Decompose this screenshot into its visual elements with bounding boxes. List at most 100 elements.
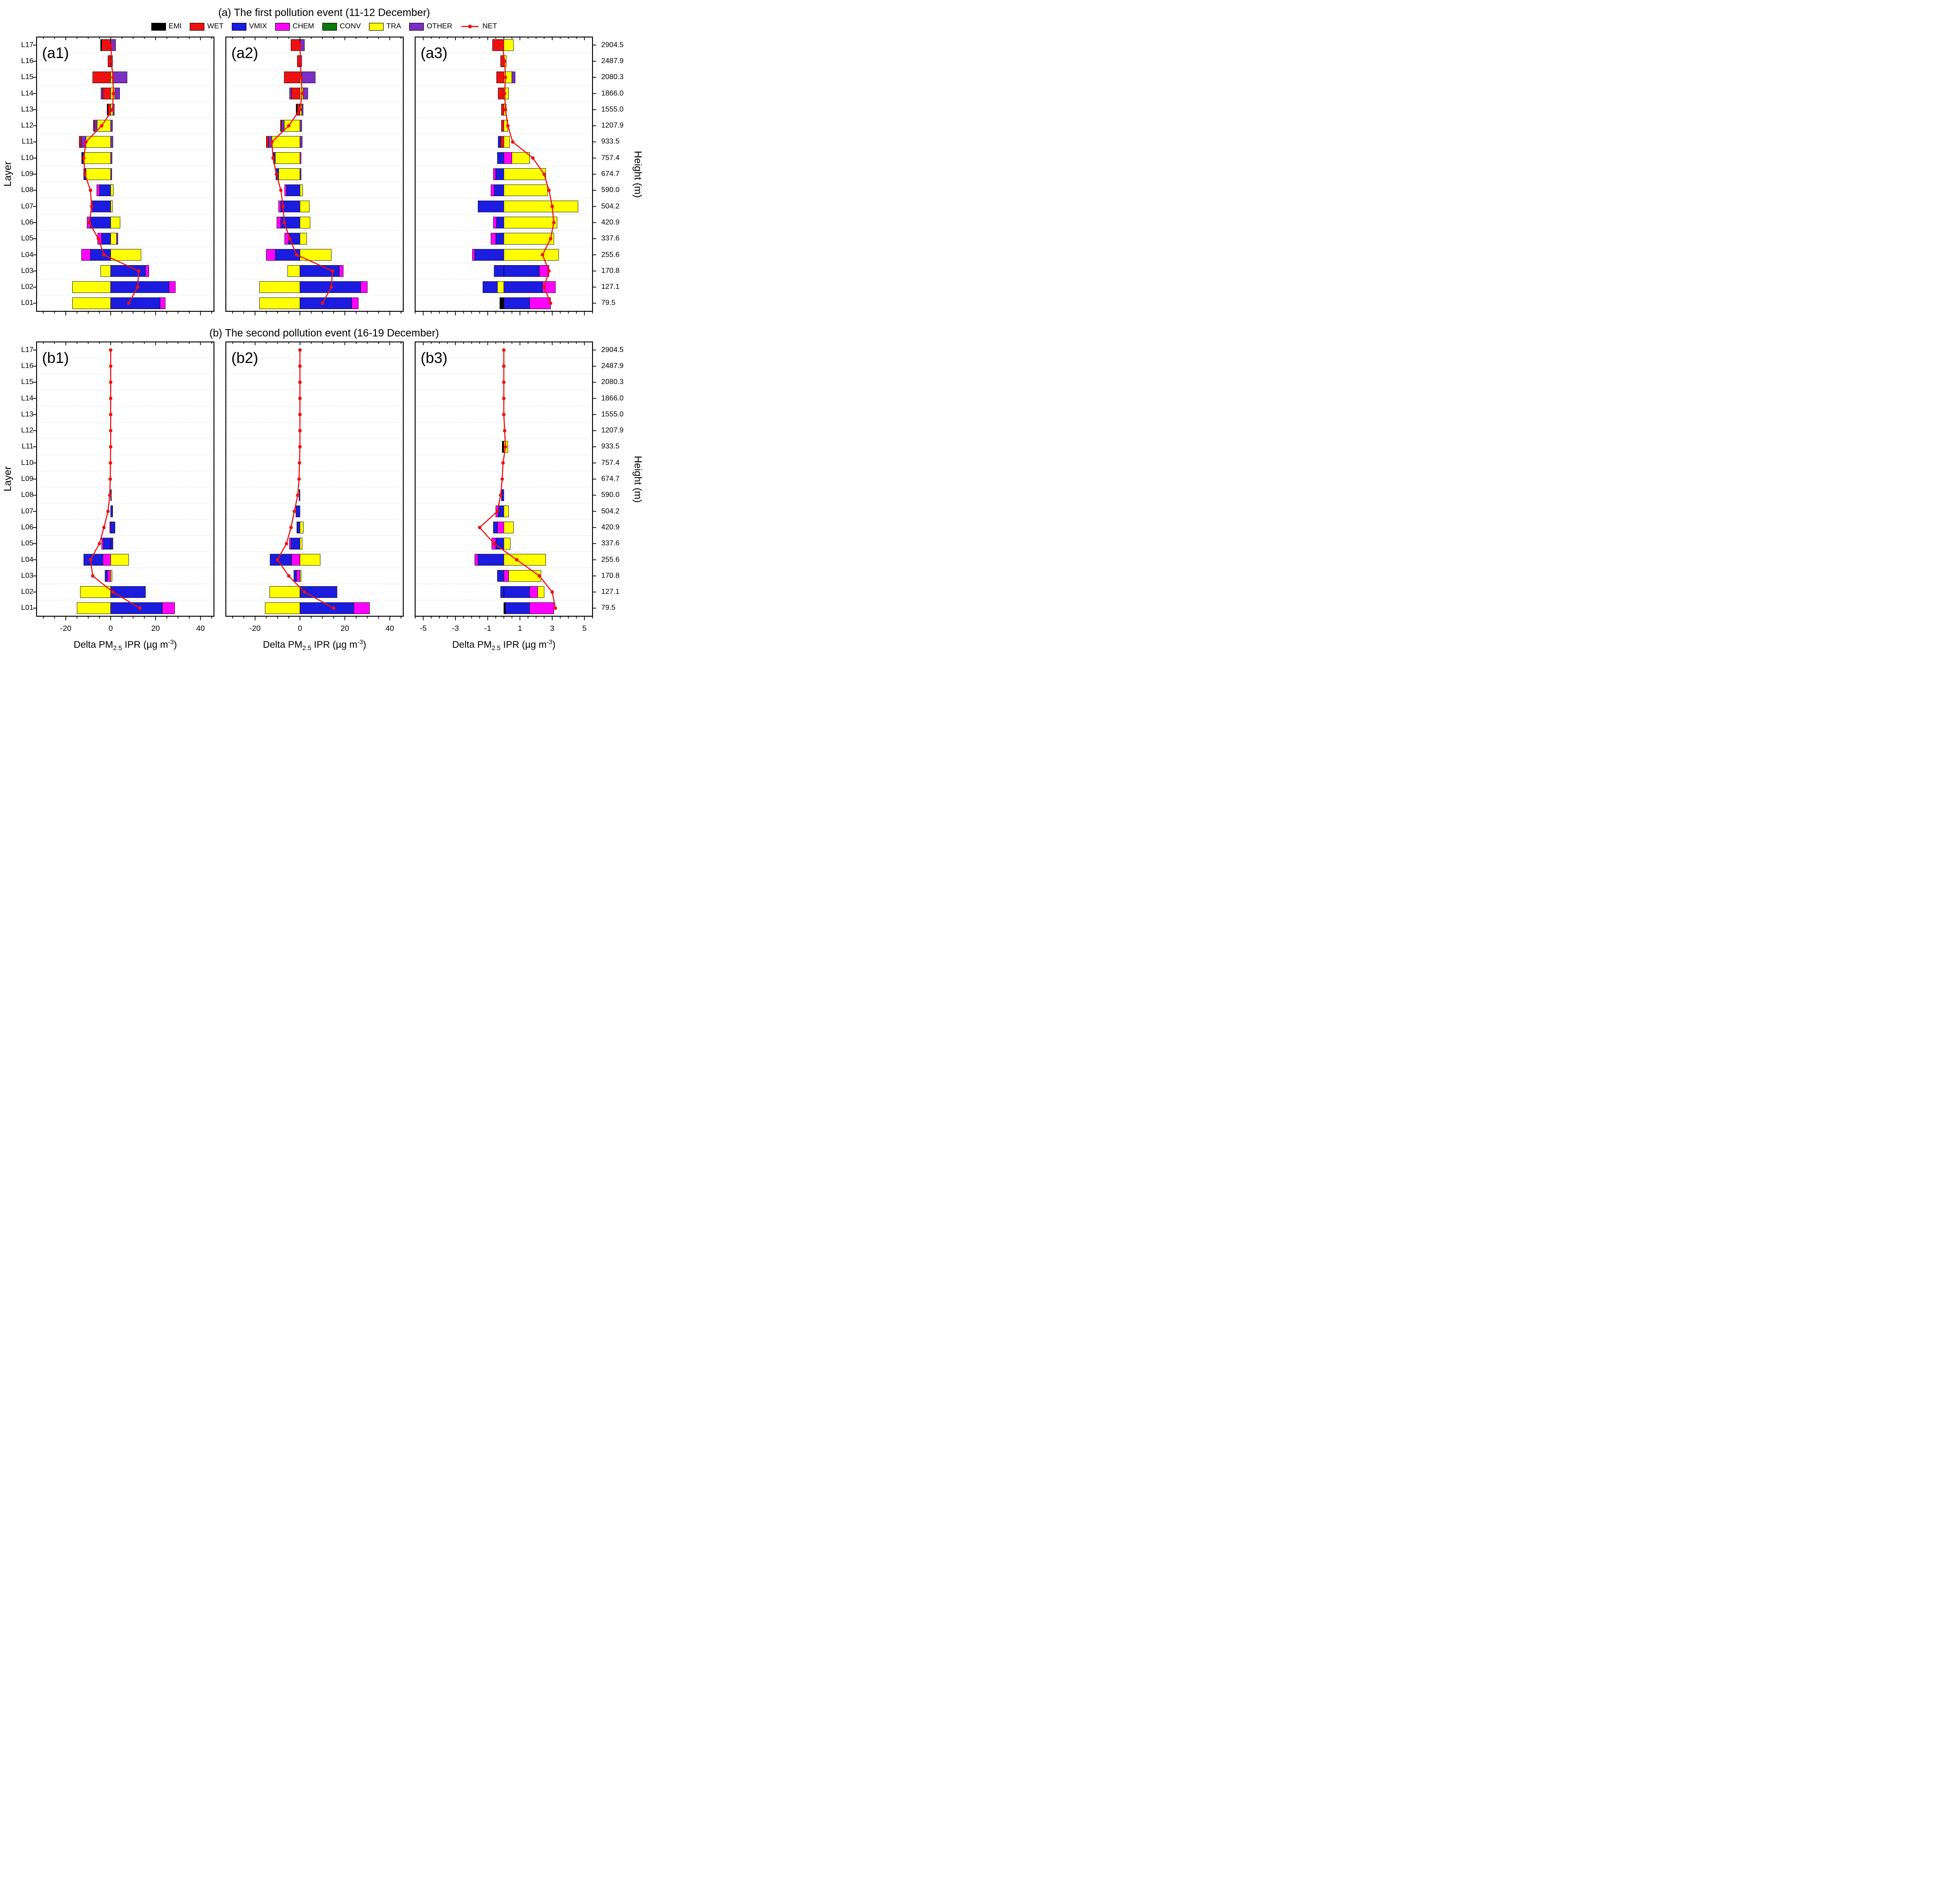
legend-item-other: OTHER bbox=[409, 22, 452, 31]
svg-text:-5: -5 bbox=[420, 624, 427, 633]
layer-tick-label: L13 bbox=[21, 410, 33, 418]
layer-tick-label: L08 bbox=[21, 491, 33, 499]
height-tick-label: 79.5 bbox=[601, 299, 616, 307]
layer-tick-label: L05 bbox=[21, 235, 33, 243]
svg-text:40: 40 bbox=[385, 624, 394, 633]
height-tick-label: 127.1 bbox=[601, 588, 620, 596]
conv-swatch-icon bbox=[322, 22, 337, 31]
net-line-icon bbox=[461, 24, 479, 29]
height-tick-label: 337.6 bbox=[601, 539, 620, 548]
x-axis-title-2: Delta PM2.5 IPR (µg m-3) bbox=[262, 638, 367, 652]
layer-tick-label: L01 bbox=[21, 299, 33, 307]
layer-tick-label: L04 bbox=[21, 555, 33, 564]
layer-tick-label: L11 bbox=[21, 138, 33, 146]
chart-panel-b1: -20 0 20 40 (b1) bbox=[33, 341, 214, 633]
layer-tick-label: L15 bbox=[21, 378, 33, 386]
height-tick-label: 590.0 bbox=[601, 186, 620, 194]
height-tick-label: 170.8 bbox=[601, 267, 620, 275]
layer-tick-label: L09 bbox=[21, 170, 33, 178]
x-axis-title-row: Delta PM2.5 IPR (µg m-3) Delta PM2.5 IPR… bbox=[0, 638, 648, 651]
x-axis-title-1: Delta PM2.5 IPR (µg m-3) bbox=[73, 638, 177, 652]
legend-item-chem: CHEM bbox=[275, 22, 314, 31]
svg-text:0: 0 bbox=[298, 624, 302, 633]
svg-text:0: 0 bbox=[108, 624, 112, 633]
chart-panel-b3: -5 -3 -1 1 3 5 (b3) bbox=[415, 341, 596, 633]
legend-label: TRA bbox=[386, 22, 401, 30]
height-tick-label: 1207.9 bbox=[601, 427, 624, 435]
height-tick-labels-a: 2904.5 2487.9 2080.3 1866.0 1555.0 1207.9 933.… bbox=[597, 37, 630, 311]
height-tick-label: 933.5 bbox=[601, 443, 620, 451]
layer-tick-label: L17 bbox=[21, 346, 33, 354]
layer-tick-label: L03 bbox=[21, 267, 33, 275]
legend-item-tra: TRA bbox=[369, 22, 401, 31]
svg-text:20: 20 bbox=[341, 624, 349, 633]
height-tick-label: 255.6 bbox=[601, 555, 620, 564]
vmix-swatch-icon bbox=[231, 22, 246, 31]
legend-label: NET bbox=[482, 22, 497, 30]
layer-tick-label: L05 bbox=[21, 539, 33, 548]
height-tick-label: 1866.0 bbox=[601, 89, 624, 97]
height-tick-label: 933.5 bbox=[601, 138, 620, 146]
height-tick-label: 757.4 bbox=[601, 459, 620, 467]
emi-swatch-icon bbox=[151, 22, 166, 31]
height-axis-label-b: Height (m) bbox=[632, 455, 644, 503]
layer-tick-label: L06 bbox=[21, 218, 33, 226]
height-tick-label: 2904.5 bbox=[601, 346, 624, 354]
panel-row-b: Layer L17 L16 L15 L14 L13 L12 L11 L10 L09 L08 L07 L… bbox=[0, 341, 648, 633]
layer-tick-label: L16 bbox=[21, 57, 33, 65]
layer-tick-label: L15 bbox=[21, 73, 33, 81]
height-tick-label: 504.2 bbox=[601, 507, 620, 515]
svg-text:-1: -1 bbox=[484, 624, 491, 633]
legend-item-vmix: VMIX bbox=[231, 22, 267, 31]
layer-tick-label: L06 bbox=[21, 523, 33, 531]
layer-axis-label-b: Layer bbox=[2, 466, 13, 492]
height-tick-label: 1555.0 bbox=[601, 105, 624, 113]
svg-text:5: 5 bbox=[582, 624, 587, 633]
height-tick-label: 170.8 bbox=[601, 571, 620, 580]
layer-tick-label: L10 bbox=[21, 459, 33, 467]
title-a: (a) The first pollution event (11-12 Dec… bbox=[218, 6, 430, 18]
svg-text:(b3): (b3) bbox=[421, 349, 448, 366]
svg-text:(a2): (a2) bbox=[231, 44, 258, 61]
height-tick-label: 590.0 bbox=[601, 491, 620, 499]
legend-label: VMIX bbox=[249, 22, 267, 30]
layer-tick-label: L01 bbox=[21, 604, 33, 612]
layer-tick-label: L09 bbox=[21, 475, 33, 483]
layer-tick-label: L10 bbox=[21, 154, 33, 162]
height-tick-label: 2487.9 bbox=[601, 57, 624, 65]
layer-tick-label: L07 bbox=[21, 202, 33, 210]
height-tick-label: 2080.3 bbox=[601, 73, 624, 81]
height-axis-label-a: Height (m) bbox=[632, 150, 644, 198]
chart-panel-a2: (a2) bbox=[225, 37, 404, 315]
wet-swatch-icon bbox=[190, 22, 205, 31]
layer-tick-label: L14 bbox=[21, 394, 33, 402]
figure-root: (a) The first pollution event (11-12 Dec… bbox=[0, 0, 648, 663]
svg-text:(a1): (a1) bbox=[42, 44, 69, 61]
legend: EMI WET VMIX CHEM CONV TRA OTHER NET bbox=[0, 21, 648, 37]
svg-text:-20: -20 bbox=[250, 624, 261, 633]
height-tick-labels-b: 2904.5 2487.9 2080.3 1866.0 1555.0 1207.9 933.… bbox=[597, 342, 630, 616]
layer-tick-label: L08 bbox=[21, 186, 33, 194]
x-axis-title-3: Delta PM2.5 IPR (µg m-3) bbox=[452, 638, 556, 652]
other-swatch-icon bbox=[409, 22, 424, 31]
svg-text:-3: -3 bbox=[452, 624, 459, 633]
title-b: (b) The second pollution event (16-19 De… bbox=[209, 327, 439, 339]
svg-text:40: 40 bbox=[196, 624, 205, 633]
layer-tick-label: L12 bbox=[21, 427, 33, 435]
layer-tick-label: L07 bbox=[21, 507, 33, 515]
height-tick-label: 2904.5 bbox=[601, 41, 624, 49]
legend-label: WET bbox=[207, 22, 224, 30]
svg-text:(a3): (a3) bbox=[421, 44, 448, 61]
chem-swatch-icon bbox=[275, 22, 290, 31]
layer-tick-labels-a: L17 L16 L15 L14 L13 L12 L11 L10 L09 L08 L07 L06 L05 L… bbox=[16, 37, 37, 311]
height-tick-label: 255.6 bbox=[601, 251, 620, 259]
chart-panel-a3: (a3) bbox=[415, 37, 596, 315]
svg-text:20: 20 bbox=[151, 624, 160, 633]
layer-tick-label: L02 bbox=[21, 283, 33, 291]
layer-tick-label: L12 bbox=[21, 122, 33, 130]
legend-item-wet: WET bbox=[190, 22, 224, 31]
height-tick-label: 1866.0 bbox=[601, 394, 624, 402]
legend-item-emi: EMI bbox=[151, 22, 182, 31]
svg-text:-20: -20 bbox=[60, 624, 72, 633]
height-tick-label: 127.1 bbox=[601, 283, 620, 291]
